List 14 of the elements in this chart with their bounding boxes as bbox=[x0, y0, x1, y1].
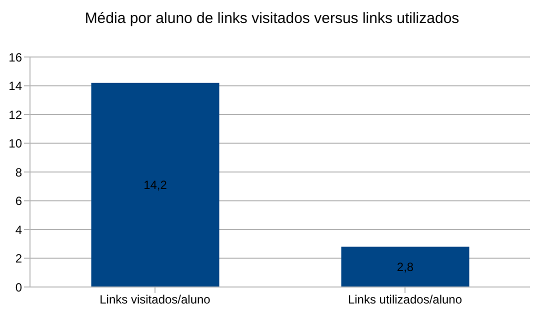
y-tick-label: 4 bbox=[15, 222, 22, 237]
y-tick-label: 12 bbox=[8, 108, 22, 122]
chart-title: Média por aluno de links visitados versus links utilizados bbox=[84, 10, 460, 27]
y-tick-label: 8 bbox=[15, 165, 22, 180]
x-tick-label: Links visitados/aluno bbox=[100, 292, 211, 307]
x-tick-label: Links utilizados/aluno bbox=[348, 292, 462, 307]
y-tick-label: 6 bbox=[15, 194, 22, 208]
data-label: 2,8 bbox=[396, 260, 414, 274]
y-tick-label: 2 bbox=[15, 252, 22, 266]
y-tick-label: 16 bbox=[8, 50, 22, 64]
y-tick-label: 14 bbox=[8, 79, 22, 94]
y-tick-label: 10 bbox=[8, 136, 22, 151]
data-label: 14,2 bbox=[144, 178, 168, 192]
y-tick-label: 0 bbox=[15, 280, 22, 294]
